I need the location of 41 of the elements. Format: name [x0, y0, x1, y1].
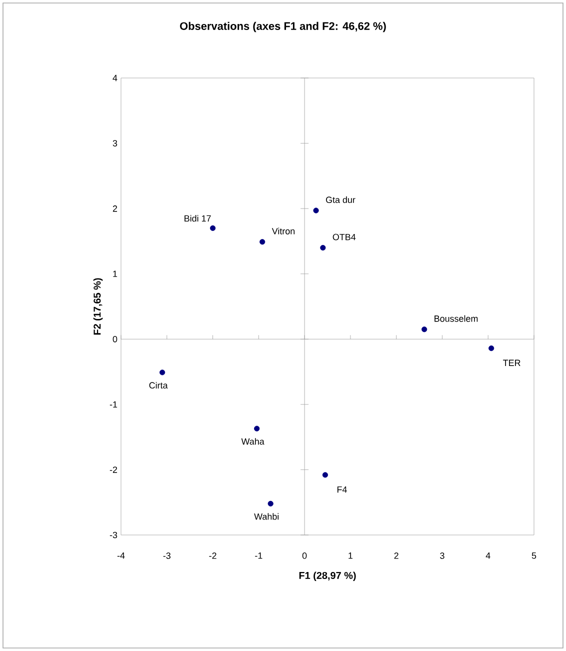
- y-axis-title: F2 (17,65 %): [93, 278, 103, 335]
- annotation: Cirta: [149, 382, 168, 389]
- x-tick-label: 4: [486, 552, 490, 559]
- x-tick-label: -4: [117, 552, 125, 559]
- y-tick-label: 4: [112, 74, 118, 82]
- x-tick-label: 5: [532, 552, 536, 559]
- annotation: Bidi 17: [184, 215, 211, 222]
- chart-title: Observations (axes F1 and F2: 46,62 %): [180, 22, 386, 32]
- point: [313, 208, 319, 214]
- annotation: Vitron: [272, 228, 295, 234]
- point: [254, 426, 260, 432]
- y-tick-label: 1: [113, 270, 118, 277]
- x-tick-label: 1: [348, 552, 352, 559]
- point: [210, 225, 216, 231]
- y-tick-label: -2: [110, 466, 118, 473]
- y-tick-label: -1: [110, 401, 118, 408]
- x-tick-label: 2: [394, 552, 398, 559]
- annotation: Gta dur: [326, 196, 356, 204]
- point: [260, 239, 266, 245]
- y-tick-label: 3: [112, 140, 118, 146]
- annotation: Wahbi: [254, 513, 279, 520]
- annotation: Waha: [241, 438, 264, 445]
- point: [422, 326, 428, 332]
- point: [488, 345, 494, 352]
- point: [320, 244, 326, 251]
- annotation: OTB4: [332, 234, 356, 240]
- x-tick-label: -3: [163, 552, 170, 559]
- point: [268, 500, 274, 506]
- x-tick-label: 3: [440, 552, 444, 559]
- x-tick-label: 0: [302, 552, 307, 559]
- annotation: Bousselem: [434, 315, 478, 322]
- point: [160, 370, 166, 376]
- y-tick-label: 2: [112, 205, 118, 212]
- annotation: F4: [337, 486, 347, 493]
- y-tick-label: -3: [110, 532, 118, 538]
- annotation: TER: [503, 360, 520, 366]
- x-tick-label: -1: [255, 552, 262, 559]
- x-tick-label: -2: [209, 552, 216, 559]
- x-axis-title: F1 (28,97 %): [299, 572, 356, 581]
- y-tick-label: 0: [112, 336, 118, 342]
- point: [322, 472, 328, 478]
